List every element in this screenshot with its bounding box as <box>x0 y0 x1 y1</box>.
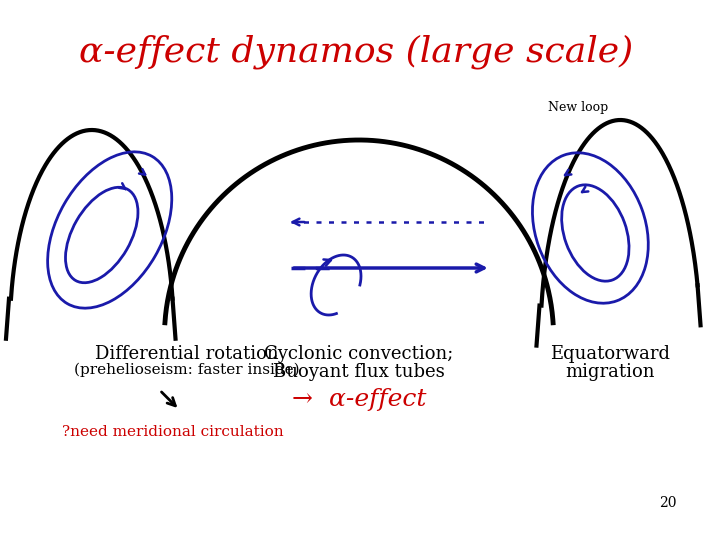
Text: Cyclonic convection;: Cyclonic convection; <box>264 345 454 363</box>
Text: ?need meridional circulation: ?need meridional circulation <box>62 425 284 439</box>
Text: Buoyant flux tubes: Buoyant flux tubes <box>273 363 445 381</box>
Text: →  α-effect: → α-effect <box>292 388 426 411</box>
Text: Equatorward: Equatorward <box>550 345 670 363</box>
Text: α-effect dynamos (large scale): α-effect dynamos (large scale) <box>79 35 633 69</box>
Text: migration: migration <box>565 363 655 381</box>
Text: New loop: New loop <box>548 102 608 114</box>
Text: (prehelioseism: faster inside): (prehelioseism: faster inside) <box>73 363 300 377</box>
Text: Differential rotation: Differential rotation <box>94 345 279 363</box>
Text: 20: 20 <box>660 496 677 510</box>
